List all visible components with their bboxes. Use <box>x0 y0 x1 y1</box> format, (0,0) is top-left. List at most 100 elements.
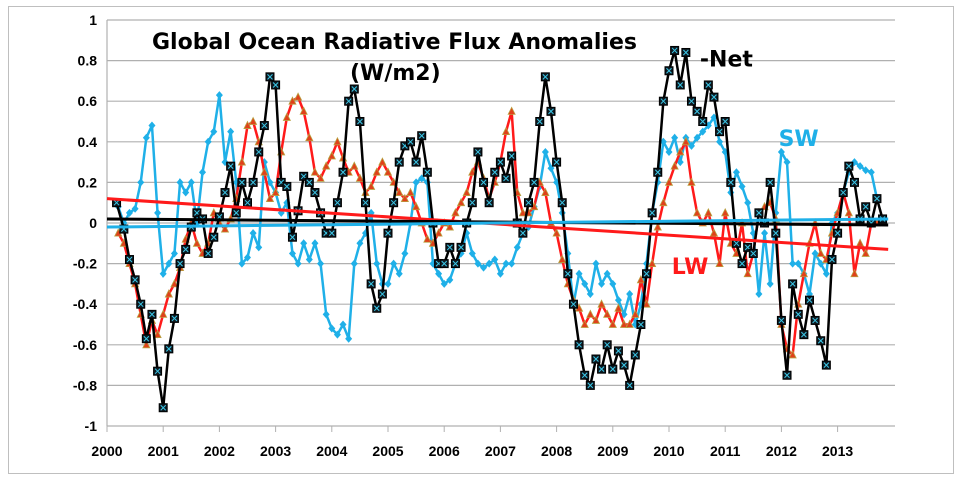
marker-x <box>694 108 700 115</box>
marker-x <box>593 356 599 362</box>
data-point <box>479 177 489 187</box>
y-tick-label: -0.6 <box>73 337 97 353</box>
marker-x <box>638 321 644 328</box>
data-point <box>608 319 617 328</box>
data-point <box>394 157 404 167</box>
data-point <box>355 173 365 182</box>
data-point <box>574 340 584 350</box>
data-point <box>642 269 652 279</box>
x-tick-label: 2013 <box>822 443 853 459</box>
data-point <box>704 207 713 217</box>
data-point <box>777 147 785 156</box>
data-point <box>124 255 134 265</box>
data-point <box>647 208 657 218</box>
data-point <box>721 207 730 217</box>
data-point <box>372 303 382 313</box>
marker-x <box>756 209 762 216</box>
marker-x <box>520 230 526 237</box>
data-point <box>856 162 864 171</box>
data-point <box>732 168 740 177</box>
data-point <box>788 279 798 289</box>
data-point <box>350 161 359 170</box>
marker-x <box>834 230 841 237</box>
data-point <box>541 187 550 196</box>
data-point <box>793 309 803 319</box>
marker-x <box>817 337 824 344</box>
x-tick-label: 2010 <box>653 443 684 459</box>
data-point <box>838 188 848 198</box>
data-point <box>175 259 185 269</box>
marker-x <box>683 49 689 56</box>
data-point <box>299 106 308 115</box>
marker-x <box>660 98 667 105</box>
marker-x <box>548 108 554 115</box>
data-point <box>226 161 236 171</box>
data-point <box>703 80 713 90</box>
y-tick-label: 0.2 <box>78 174 98 190</box>
data-point <box>411 201 421 211</box>
marker-x <box>390 199 397 206</box>
data-point <box>659 197 668 207</box>
data-point <box>591 315 601 324</box>
data-point <box>872 194 882 204</box>
series-label: SW <box>779 127 819 152</box>
data-point <box>422 167 432 177</box>
data-point <box>844 207 853 217</box>
data-point <box>833 228 843 238</box>
data-point <box>164 344 174 354</box>
data-point <box>659 137 667 146</box>
marker-x <box>149 311 155 318</box>
data-point <box>300 239 308 248</box>
marker-x <box>564 270 571 277</box>
data-point <box>592 259 600 268</box>
data-point <box>237 177 247 187</box>
marker-x <box>379 291 386 297</box>
marker-x <box>452 260 459 267</box>
data-point <box>861 202 871 212</box>
marker-x <box>609 366 616 373</box>
marker-x <box>407 138 414 145</box>
y-tick-label: 0 <box>89 215 97 231</box>
data-point <box>265 72 275 82</box>
data-point <box>450 259 460 269</box>
data-point <box>339 320 347 329</box>
data-point <box>546 106 556 116</box>
data-point <box>586 290 594 299</box>
data-point <box>349 84 359 94</box>
data-point <box>687 177 696 186</box>
marker-x <box>559 199 566 206</box>
y-axis-ticks: 1 0.8 0.6 0.4 0.2 0 -0.2 -0.4 -0.6 -0.8 -1 <box>73 12 97 434</box>
data-point <box>715 258 724 267</box>
data-point <box>518 207 528 217</box>
data-point <box>462 187 471 196</box>
data-point <box>508 259 516 268</box>
data-point <box>249 229 257 238</box>
data-point <box>187 178 195 187</box>
marker-x <box>671 47 678 54</box>
series-label: -Net <box>700 48 753 73</box>
data-point <box>625 380 635 390</box>
x-tick-label: 2001 <box>148 443 179 459</box>
data-point <box>817 259 825 268</box>
data-point <box>182 188 190 197</box>
data-point <box>541 147 549 156</box>
y-tick-label: 0.6 <box>78 93 98 109</box>
data-point <box>575 269 583 278</box>
x-tick-label: 2005 <box>372 443 403 459</box>
marker-x <box>677 82 684 88</box>
data-point <box>591 354 601 364</box>
data-point <box>480 263 488 272</box>
data-point <box>153 329 162 339</box>
marker-x <box>222 189 228 196</box>
data-point <box>766 279 774 288</box>
data-point <box>366 279 376 289</box>
data-point <box>631 309 640 318</box>
data-point <box>266 178 274 187</box>
series-line <box>117 94 879 340</box>
data-point <box>243 198 252 208</box>
marker-x <box>862 203 869 210</box>
data-point <box>265 193 275 203</box>
data-point <box>271 80 281 90</box>
data-point <box>255 243 263 252</box>
data-point <box>625 319 634 328</box>
